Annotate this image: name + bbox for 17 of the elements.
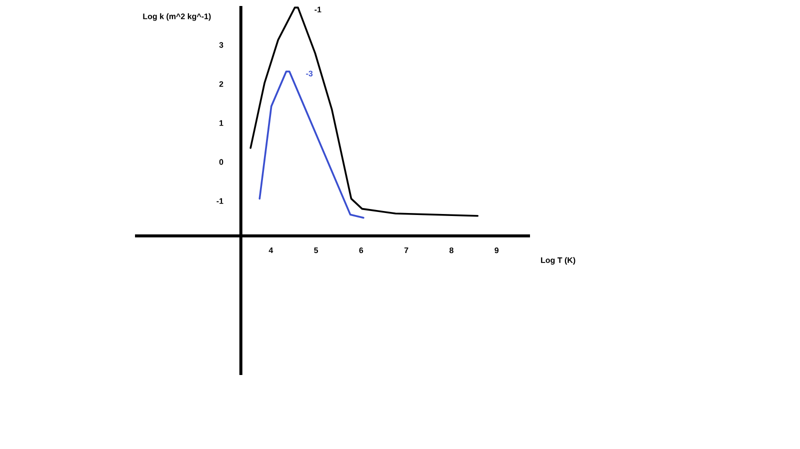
- series-label: -3: [306, 70, 313, 76]
- y-tick-label: 0: [219, 159, 224, 165]
- x-tick-label: 8: [449, 248, 454, 254]
- x-tick-label: 4: [268, 248, 274, 254]
- line-series: [250, 6, 479, 217]
- y-tick-label: 2: [219, 81, 224, 87]
- y-tick-label: -1: [216, 198, 224, 204]
- x-tick-label: 7: [404, 248, 408, 254]
- y-tick-label: 1: [220, 120, 224, 126]
- y-axis-title: Log k (m^2 kg^-1): [143, 13, 211, 21]
- y-tick-label: 3: [219, 42, 224, 48]
- line-series: [258, 70, 364, 219]
- x-tick-label: 9: [494, 248, 499, 254]
- x-tick-label: 6: [359, 248, 364, 254]
- x-tick-label: 5: [314, 248, 318, 254]
- x-axis-title: Log T (K): [541, 257, 576, 265]
- series-label: -1: [314, 6, 322, 12]
